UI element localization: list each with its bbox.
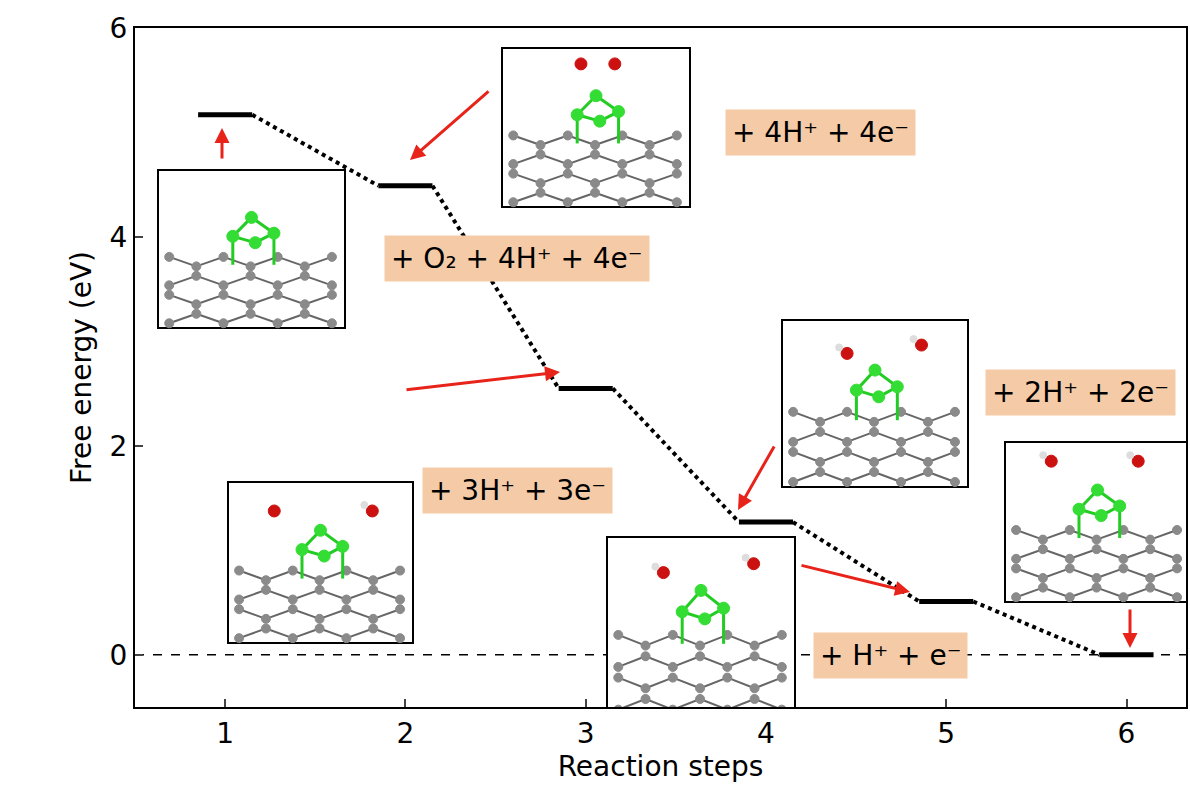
svg-text:4: 4	[757, 717, 775, 750]
svg-text:5: 5	[937, 717, 955, 750]
svg-text:0: 0	[110, 639, 128, 672]
svg-text:2: 2	[396, 717, 414, 750]
svg-text:2: 2	[110, 430, 128, 463]
svg-text:1: 1	[216, 717, 234, 750]
svg-text:Free energy (eV): Free energy (eV)	[65, 251, 98, 484]
svg-text:6: 6	[110, 12, 128, 45]
svg-text:+ 4H⁺ + 4e⁻: + 4H⁺ + 4e⁻	[732, 116, 909, 149]
svg-text:6: 6	[1118, 717, 1136, 750]
svg-text:+ O₂ + 4H⁺ + 4e⁻: + O₂ + 4H⁺ + 4e⁻	[391, 242, 643, 275]
svg-text:+ 2H⁺ + 2e⁻: + 2H⁺ + 2e⁻	[992, 376, 1169, 409]
svg-text:3: 3	[577, 717, 595, 750]
svg-text:+ H⁺ + e⁻: + H⁺ + e⁻	[820, 639, 961, 672]
svg-text:+ 3H⁺ + 3e⁻: + 3H⁺ + 3e⁻	[429, 474, 606, 507]
svg-text:4: 4	[110, 221, 128, 254]
svg-text:Reaction steps: Reaction steps	[558, 750, 764, 783]
